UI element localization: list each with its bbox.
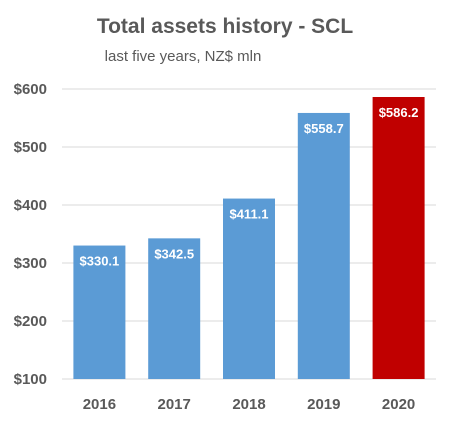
y-axis-ticks: $100 $200 $300 $400 $500 $600 (14, 81, 47, 388)
x-tick-label: 2016 (83, 396, 116, 413)
data-labels: $330.1 $342.5 $411.1 $558.7 $586.2 (80, 105, 419, 269)
bar-2020 (372, 97, 425, 379)
chart-subtitle: last five years, NZ$ mln (105, 48, 262, 65)
y-tick-label: $100 (14, 371, 47, 388)
x-tick-label: 2019 (307, 396, 340, 413)
data-label: $342.5 (154, 246, 194, 261)
y-tick-label: $400 (14, 197, 47, 214)
x-axis-ticks: 2016 2017 2018 2019 2020 (83, 396, 416, 413)
data-label: $411.1 (229, 207, 268, 222)
bar-2018 (223, 198, 275, 379)
x-tick-label: 2020 (382, 396, 415, 413)
data-label: $586.2 (379, 105, 419, 120)
bar-2019 (297, 112, 350, 379)
x-tick-label: 2018 (232, 396, 265, 413)
y-tick-label: $600 (14, 81, 47, 98)
chart-title: Total assets history - SCL (97, 15, 354, 38)
data-label: $558.7 (304, 121, 344, 136)
data-label: $330.1 (80, 254, 120, 269)
bars (73, 97, 425, 379)
y-tick-label: $500 (14, 139, 47, 156)
y-tick-label: $200 (14, 313, 47, 330)
x-tick-label: 2017 (158, 396, 191, 413)
bar-2017 (148, 238, 201, 379)
bar-2016 (73, 245, 126, 379)
y-tick-label: $300 (14, 255, 47, 272)
